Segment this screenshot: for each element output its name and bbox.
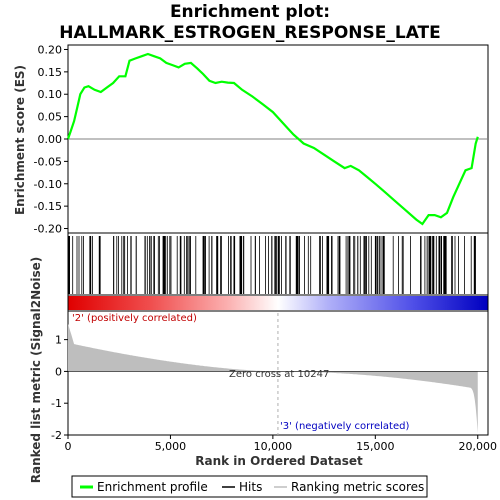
ranked-color-bar <box>68 296 488 310</box>
hits-layer <box>68 236 476 294</box>
es-ytick-label: -0.20 <box>34 223 62 236</box>
metric-ytick-label: 1 <box>55 334 62 347</box>
metric-layer <box>68 313 488 435</box>
neg-corr-label: '3' (negatively correlated) <box>280 421 409 432</box>
metric-ytick-label: -2 <box>51 429 62 442</box>
metric-ytick-label: 0 <box>55 365 62 378</box>
metric-ytick-label: -1 <box>51 397 62 410</box>
legend-hits-label: Hits <box>239 480 262 494</box>
chart-title-line2: HALLMARK_ESTROGEN_RESPONSE_LATE <box>59 23 441 43</box>
legend-box <box>71 475 428 498</box>
x-tick-label: 15,000 <box>356 440 395 453</box>
legend-es-label: Enrichment profile <box>97 480 208 494</box>
es-ytick-label: -0.10 <box>34 178 62 191</box>
es-ylabel: Enrichment score (ES) <box>13 65 27 215</box>
es-layer <box>66 52 488 226</box>
pos-corr-label: '2' (positively correlated) <box>72 313 197 324</box>
es-ytick-label: -0.05 <box>34 155 62 168</box>
metric-ylabel: Ranked list metric (Signal2Noise) <box>29 257 43 484</box>
ticks-layer: 0.20 0.15 0.10 0.05 0.00 -0.05 -0.10 -0.15 -0.20… <box>34 43 497 453</box>
zero-cross-label: Zero cross at 10247 <box>229 369 329 380</box>
x-axis-label: Rank in Ordered Dataset <box>195 454 363 468</box>
x-tick-label: 10,000 <box>254 440 293 453</box>
x-tick-label: 20,000 <box>459 440 498 453</box>
es-profile-line <box>66 52 479 226</box>
es-ytick-label: -0.15 <box>34 200 62 213</box>
es-ytick-label: 0.05 <box>38 111 63 124</box>
ranked-color-gradient <box>68 296 488 310</box>
chart-title-line1: Enrichment plot: <box>170 2 330 22</box>
hit-marks <box>68 236 476 294</box>
x-tick-label: 5,000 <box>155 440 187 453</box>
es-ytick-label: 0.15 <box>38 66 63 79</box>
legend-metric-label: Ranking metric scores <box>291 480 424 494</box>
es-ytick-label: 0.20 <box>38 43 63 56</box>
es-ytick-label: 0.00 <box>38 133 63 146</box>
x-tick-label: 0 <box>65 440 72 453</box>
es-ytick-label: 0.10 <box>38 88 63 101</box>
